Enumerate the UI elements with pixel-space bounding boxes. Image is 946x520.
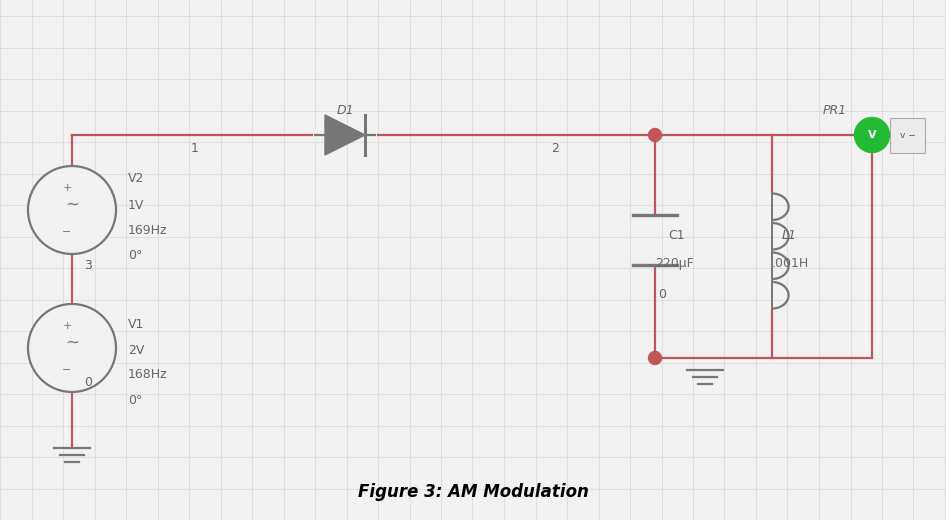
Text: 0°: 0° (128, 249, 143, 262)
Text: .001H: .001H (772, 256, 809, 269)
Polygon shape (325, 115, 365, 155)
FancyBboxPatch shape (889, 118, 925, 152)
Text: 2: 2 (552, 141, 559, 154)
Text: 169Hz: 169Hz (128, 224, 167, 237)
Text: 3: 3 (84, 258, 92, 271)
Text: Figure 3: AM Modulation: Figure 3: AM Modulation (358, 483, 588, 501)
Text: −: − (62, 365, 72, 375)
Circle shape (649, 128, 661, 141)
Circle shape (866, 128, 879, 141)
Text: V: V (867, 130, 876, 140)
Circle shape (649, 352, 661, 365)
Text: 220μF: 220μF (655, 256, 693, 269)
Text: V2: V2 (128, 172, 145, 185)
Text: D1: D1 (336, 103, 354, 116)
Circle shape (854, 118, 889, 152)
Text: ~: ~ (65, 196, 79, 214)
Text: 168Hz: 168Hz (128, 369, 167, 382)
Text: v −: v − (900, 131, 916, 139)
Circle shape (28, 166, 116, 254)
Circle shape (28, 304, 116, 392)
Text: C1: C1 (668, 228, 685, 241)
Text: 1: 1 (191, 141, 199, 154)
Text: 2V: 2V (128, 344, 145, 357)
Text: L1: L1 (782, 228, 797, 241)
Text: ~: ~ (65, 334, 79, 352)
Text: 0°: 0° (128, 394, 143, 407)
Text: 0: 0 (658, 289, 666, 302)
Text: PR1: PR1 (823, 103, 847, 116)
Text: −: − (62, 227, 72, 237)
Text: 1V: 1V (128, 199, 145, 212)
Text: +: + (62, 321, 72, 331)
Text: V1: V1 (128, 318, 145, 332)
Text: 0: 0 (84, 375, 92, 388)
Text: +: + (62, 183, 72, 193)
